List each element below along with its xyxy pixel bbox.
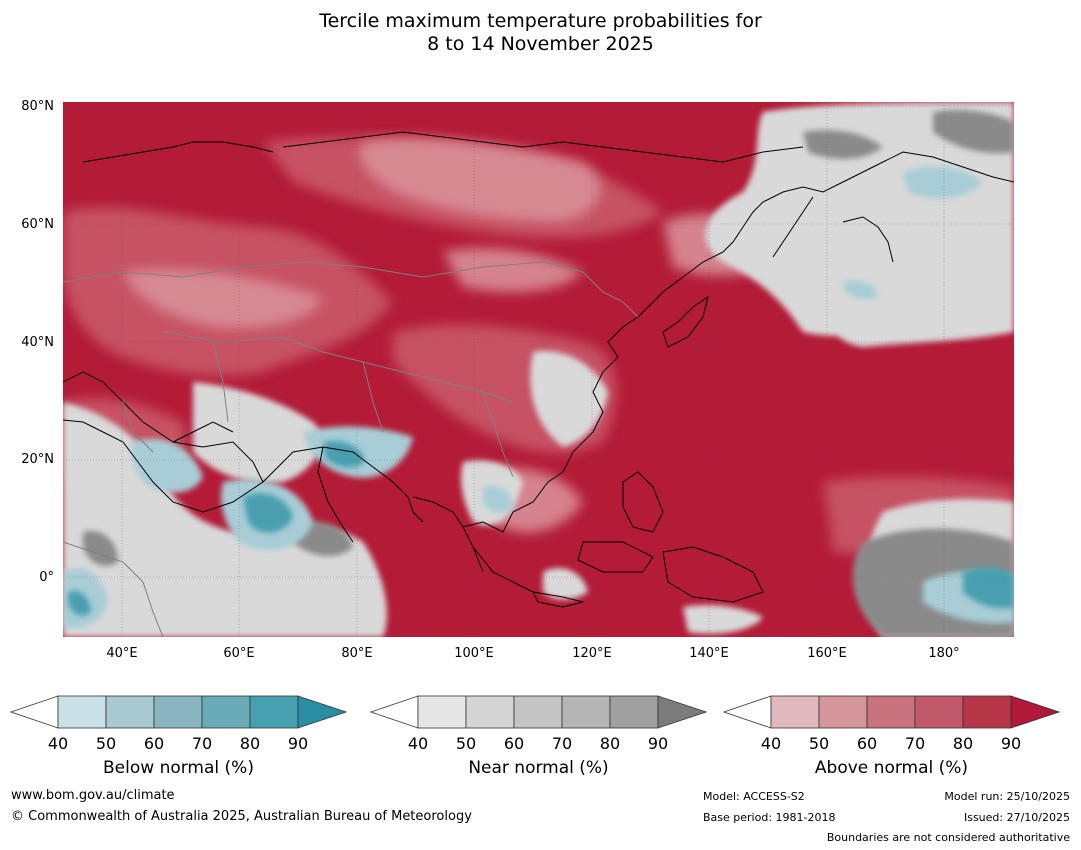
colorbar-segment [249, 695, 299, 729]
lon-label-40e: 40°E [106, 646, 138, 661]
colorbar-segment [57, 695, 107, 729]
legend-above-normal: 40 50 60 70 80 90 Above normal (%) [723, 694, 1060, 778]
model-name: Model: ACCESS-S2 [703, 790, 805, 803]
title-line-1: Tercile maximum temperature probabilitie… [319, 10, 762, 32]
issued-date: Issued: 27/10/2025 [963, 811, 1070, 824]
legend-tick: 40 [47, 734, 69, 753]
legend-title-near: Near normal (%) [468, 758, 609, 778]
legend-tick: 60 [503, 734, 525, 753]
colorbar-segment [105, 695, 155, 729]
boundaries-disclaimer: Boundaries are not considered authoritat… [826, 831, 1070, 844]
colorbar-segment [153, 695, 203, 729]
legend-tick: 60 [143, 734, 165, 753]
legend-tick: 90 [1000, 734, 1022, 753]
colorbar-segment [770, 695, 820, 729]
base-period: Base period: 1981-2018 [703, 811, 836, 824]
colorbar-segment [818, 695, 868, 729]
lon-label-60e: 60°E [223, 646, 255, 661]
legend-tick: 90 [647, 734, 669, 753]
tercile-probability-map [63, 102, 1014, 637]
national-borders [63, 261, 639, 637]
legend-tick: 50 [455, 734, 477, 753]
colorbar-segment [561, 695, 611, 729]
legend-tick: 50 [95, 734, 117, 753]
near-normal-colorbar [370, 695, 707, 729]
legend-tick: 80 [952, 734, 974, 753]
colorbar-segment [201, 695, 251, 729]
legend-below-normal: 40 50 60 70 80 90 Below normal (%) [10, 694, 347, 778]
legend-tick: 70 [904, 734, 926, 753]
colorbar-segment [513, 695, 563, 729]
lat-label-60n: 60°N [21, 217, 54, 232]
above-normal-colorbar [723, 695, 1060, 729]
colorbar-extend-high [1010, 695, 1060, 729]
lon-label-180: 180° [928, 646, 960, 661]
colorbar-extend-high [657, 695, 707, 729]
colorbar-segment [417, 695, 467, 729]
lat-label-80n: 80°N [21, 99, 54, 114]
copyright-text: © Commonwealth of Australia 2025, Austra… [11, 809, 472, 824]
colorbar-extend-low [723, 695, 772, 729]
chart-title: Tercile maximum temperature probabilitie… [0, 10, 1081, 56]
colorbar-segment [465, 695, 515, 729]
legend-tick: 90 [287, 734, 309, 753]
legend-tick: 80 [239, 734, 261, 753]
legend-title-below: Below normal (%) [103, 758, 254, 778]
colorbar-segment [866, 695, 916, 729]
legend-tick: 70 [191, 734, 213, 753]
model-run-date: Model run: 25/10/2025 [944, 790, 1070, 803]
legend-tick: 40 [760, 734, 782, 753]
colorbar-segment [962, 695, 1012, 729]
colorbar-extend-low [370, 695, 419, 729]
lat-label-20n: 20°N [21, 452, 54, 467]
lon-label-160e: 160°E [807, 646, 847, 661]
lat-label-0: 0° [39, 570, 54, 585]
legend-tick: 60 [856, 734, 878, 753]
colorbar-segment [609, 695, 659, 729]
legend-tick: 70 [551, 734, 573, 753]
below-normal-dark-regions [68, 440, 1014, 616]
title-line-2: 8 to 14 November 2025 [427, 33, 654, 55]
below-normal-colorbar [10, 695, 347, 729]
lon-label-120e: 120°E [572, 646, 612, 661]
legend-tick: 80 [599, 734, 621, 753]
lat-label-40n: 40°N [21, 335, 54, 350]
lon-label-140e: 140°E [689, 646, 729, 661]
colorbar-extend-high [297, 695, 347, 729]
legend-title-above: Above normal (%) [814, 758, 969, 778]
legend-tick: 50 [808, 734, 830, 753]
lon-label-80e: 80°E [341, 646, 373, 661]
colorbar-segment [914, 695, 964, 729]
legend-tick: 40 [407, 734, 429, 753]
website-link[interactable]: www.bom.gov.au/climate [11, 788, 175, 803]
legend-near-normal: 40 50 60 70 80 90 Near normal (%) [370, 694, 707, 778]
colorbar-extend-low [10, 695, 59, 729]
lon-label-100e: 100°E [454, 646, 494, 661]
graticule [63, 102, 1014, 637]
